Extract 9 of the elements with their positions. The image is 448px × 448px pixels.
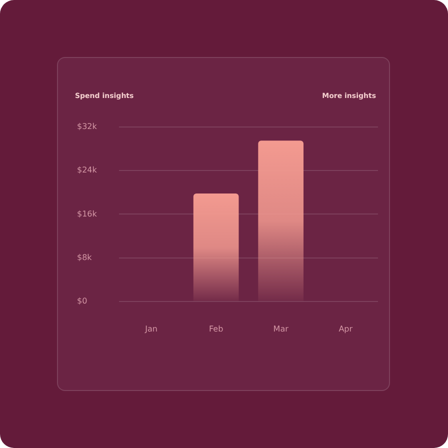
y-tick-label: $8k — [77, 252, 92, 262]
y-tick-label: $24k — [77, 166, 98, 175]
y-tick-label: $0 — [77, 296, 88, 306]
x-tick-label: Apr — [338, 324, 354, 334]
y-tick-label: $16k — [77, 209, 98, 218]
x-tick-label: Mar — [273, 324, 290, 334]
x-tick-label: Feb — [208, 324, 224, 334]
y-tick-label: $32k — [77, 122, 98, 132]
x-tick-label: Jan — [144, 324, 158, 334]
